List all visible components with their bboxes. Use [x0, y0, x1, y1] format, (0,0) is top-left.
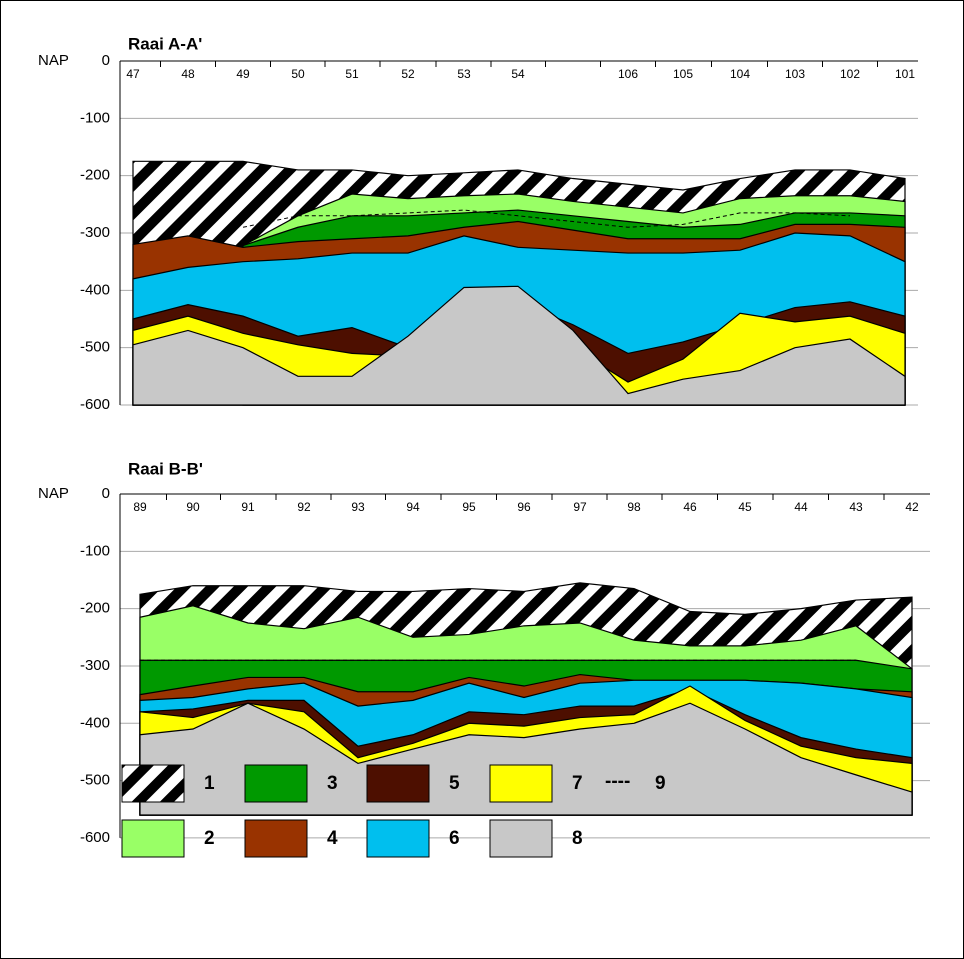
y-tick-label: -300	[80, 224, 110, 241]
borehole-label: 44	[794, 500, 808, 514]
borehole-label: 54	[511, 67, 525, 81]
axis-prefix: NAP	[38, 52, 69, 69]
borehole-label: 52	[401, 67, 415, 81]
legend-swatch	[245, 820, 307, 857]
legend-label: 1	[204, 773, 215, 794]
y-tick-label: 0	[102, 485, 110, 502]
legend-label: 7	[572, 773, 583, 794]
borehole-label: 53	[457, 67, 471, 81]
legend-label: 5	[449, 773, 460, 794]
borehole-label: 43	[849, 500, 863, 514]
legend-swatch	[490, 765, 552, 802]
borehole-label: 101	[895, 67, 915, 81]
legend-swatch	[245, 765, 307, 802]
y-tick-label: 0	[102, 52, 110, 69]
borehole-label: 104	[730, 67, 750, 81]
borehole-label: 95	[462, 500, 476, 514]
axis-prefix: NAP	[38, 485, 69, 502]
diagram: Raai A-A'0-100-200-300-400-500-600NAP474…	[0, 0, 964, 959]
panel-title: Raai B-B'	[128, 459, 203, 478]
borehole-label: 89	[133, 500, 147, 514]
legend-label: 6	[449, 828, 460, 849]
y-tick-label: -500	[80, 339, 110, 356]
legend-label: 9	[655, 773, 666, 794]
legend-label: 2	[204, 828, 215, 849]
borehole-label: 50	[291, 67, 305, 81]
borehole-label: 106	[618, 67, 638, 81]
legend-swatch	[490, 820, 552, 857]
borehole-label: 97	[573, 500, 587, 514]
borehole-label: 45	[738, 500, 752, 514]
borehole-label: 46	[683, 500, 697, 514]
borehole-label: 96	[517, 500, 531, 514]
legend-dash: ----	[605, 771, 630, 792]
borehole-label: 92	[297, 500, 311, 514]
y-tick-label: -400	[80, 714, 110, 731]
legend-swatch	[122, 765, 184, 802]
borehole-label: 48	[181, 67, 195, 81]
borehole-label: 49	[236, 67, 250, 81]
panel-title: Raai A-A'	[128, 34, 202, 53]
borehole-label: 94	[406, 500, 420, 514]
y-tick-label: -100	[80, 109, 110, 126]
legend-label: 8	[572, 828, 583, 849]
y-tick-label: -300	[80, 657, 110, 674]
y-tick-label: -600	[80, 829, 110, 846]
y-tick-label: -100	[80, 542, 110, 559]
legend-label: 3	[327, 773, 338, 794]
borehole-label: 102	[840, 67, 860, 81]
borehole-label: 42	[905, 500, 919, 514]
y-tick-label: -200	[80, 600, 110, 617]
borehole-label: 51	[345, 67, 359, 81]
borehole-label: 90	[186, 500, 200, 514]
y-tick-label: -600	[80, 396, 110, 413]
legend-swatch	[367, 820, 429, 857]
borehole-label: 91	[241, 500, 255, 514]
borehole-label: 105	[673, 67, 693, 81]
y-tick-label: -500	[80, 772, 110, 789]
legend-swatch	[122, 820, 184, 857]
borehole-label: 103	[785, 67, 805, 81]
y-tick-label: -400	[80, 281, 110, 298]
borehole-label: 47	[126, 67, 140, 81]
borehole-label: 98	[627, 500, 641, 514]
legend-label: 4	[327, 828, 338, 849]
y-tick-label: -200	[80, 167, 110, 184]
legend-swatch	[367, 765, 429, 802]
borehole-label: 93	[351, 500, 365, 514]
